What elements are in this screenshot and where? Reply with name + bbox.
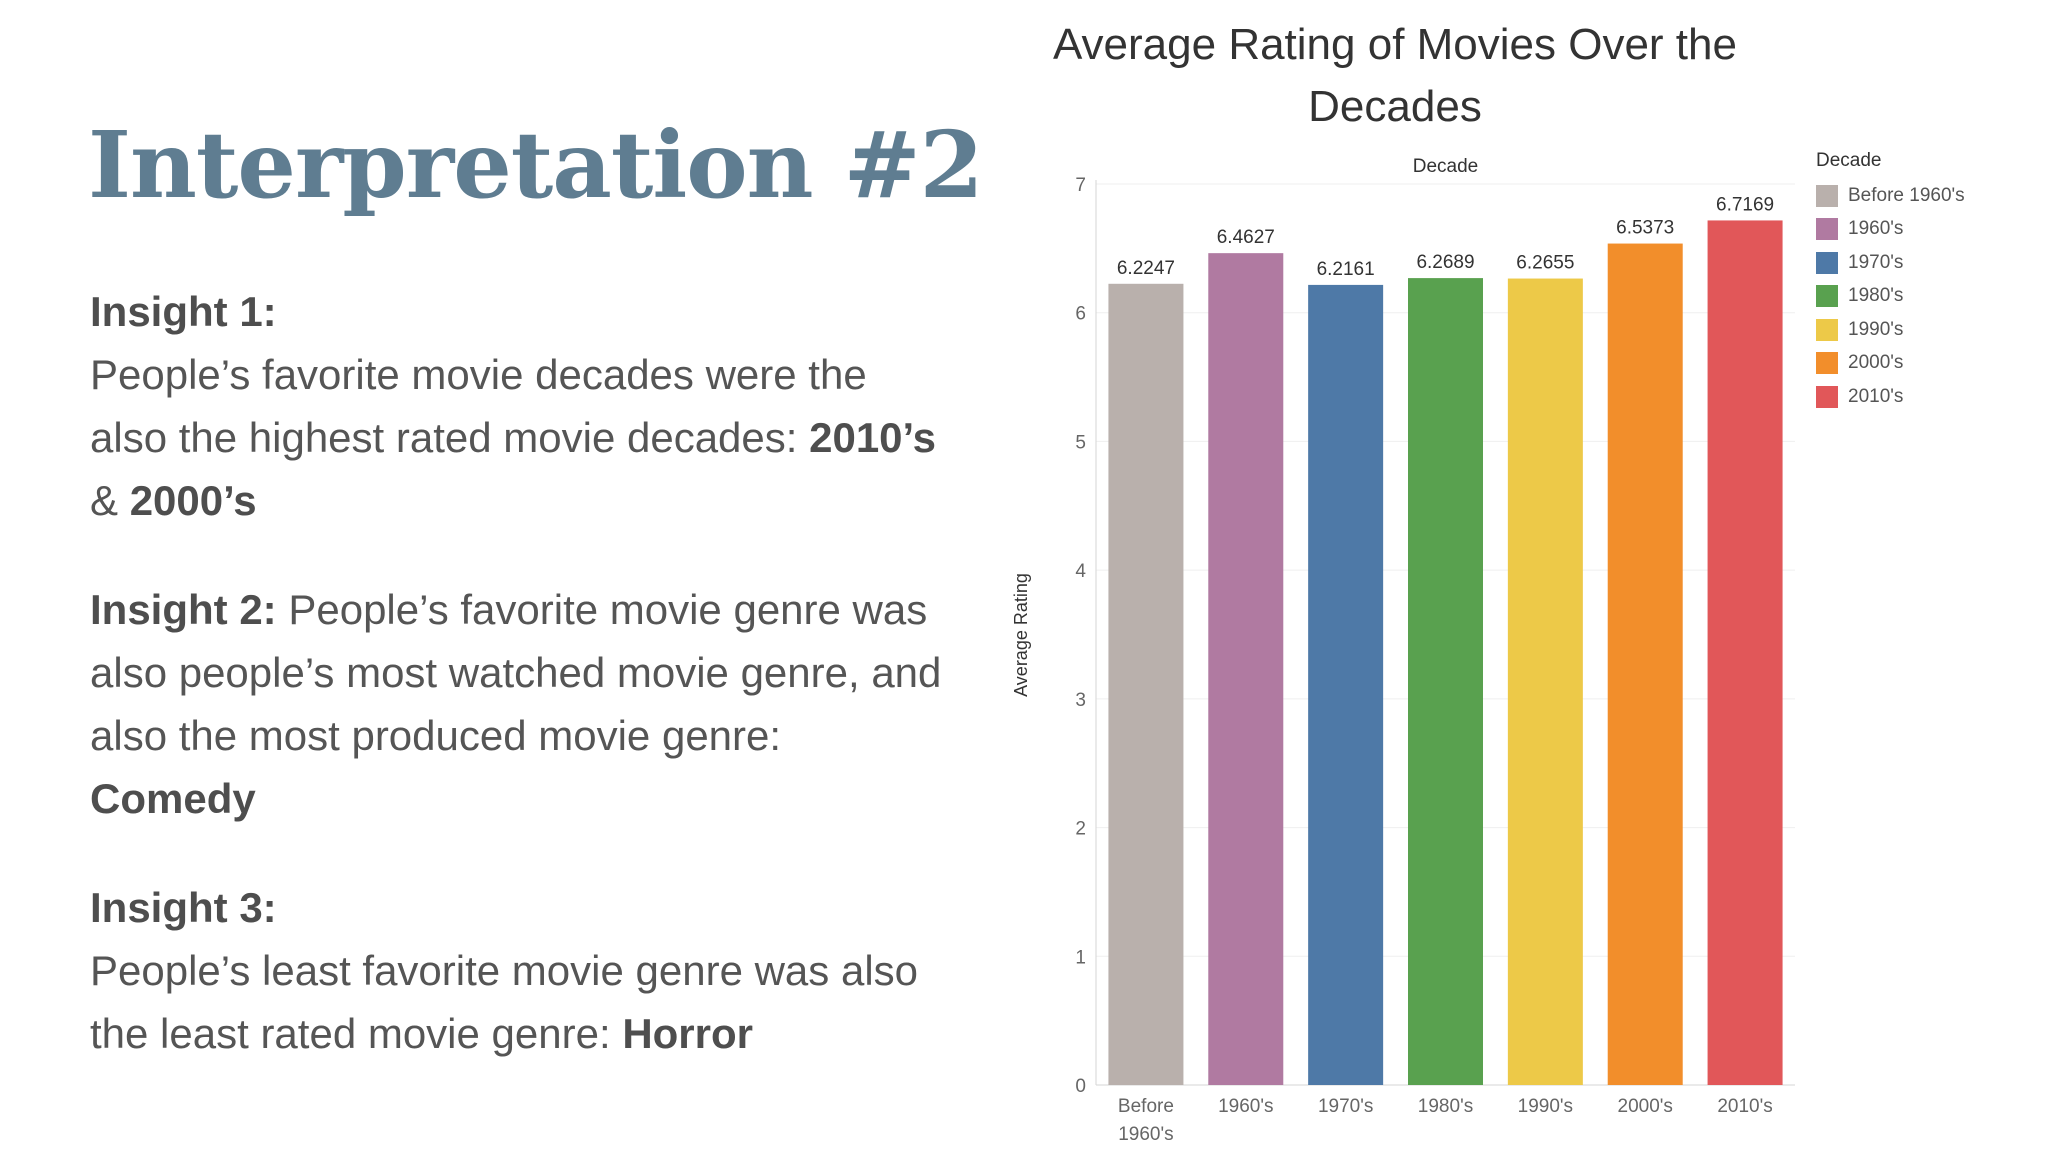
y-tick-label: 0: [1075, 1076, 1086, 1097]
y-tick-label: 3: [1075, 690, 1086, 711]
bar-4: [1408, 278, 1483, 1085]
bar-2: [1208, 253, 1284, 1085]
insight-2-highlight-comedy: Comedy: [90, 775, 256, 822]
insight-1-heading: Insight 1:: [90, 288, 277, 335]
legend-swatch: [1816, 385, 1838, 408]
legend-swatch: [1816, 184, 1838, 207]
insight-1-highlight-2000s: 2000’s: [129, 477, 257, 524]
legend-swatch: [1816, 251, 1838, 274]
legend-item: 2000's: [1816, 347, 2036, 381]
insight-1-separator: &: [90, 477, 130, 524]
bar-value-label: 6.2161: [1317, 259, 1375, 280]
bar-value-label: 6.7169: [1716, 194, 1774, 215]
bar-value-label: 6.2247: [1117, 258, 1175, 279]
y-tick-label: 5: [1075, 432, 1086, 453]
x-tick-label: 1980's: [1418, 1096, 1473, 1117]
legend-item: 1980's: [1816, 280, 2036, 314]
x-axis-header: Decade: [1413, 156, 1479, 177]
chart-panel: Average Rating of Movies Over the Decade…: [980, 0, 2048, 1152]
bar-value-label: 6.2655: [1516, 253, 1574, 274]
bar-5: [1507, 278, 1583, 1085]
x-tick-label: Before 1960's: [1118, 1096, 1174, 1145]
legend-swatch: [1816, 218, 1838, 241]
legend-label: 2010's: [1848, 385, 1904, 407]
insight-3-highlight-horror: Horror: [622, 1010, 753, 1057]
x-tick-label: 1960's: [1218, 1096, 1273, 1117]
insight-3: Insight 3: People’s least favorite movie …: [90, 876, 950, 1065]
insight-3-heading: Insight 3:: [90, 884, 277, 931]
y-tick-label: 2: [1075, 819, 1086, 840]
insights-list: Insight 1: People’s favorite movie decade…: [90, 280, 950, 1111]
bar-1: [1108, 283, 1184, 1085]
insight-3-text: People’s least favorite movie genre was …: [90, 947, 919, 1057]
legend-label: 1970's: [1848, 251, 1904, 273]
bar-3: [1308, 284, 1384, 1085]
legend-title: Decade: [1816, 150, 1882, 171]
y-axis-label: Average Rating: [1011, 573, 1031, 697]
bar-6: [1607, 243, 1683, 1086]
legend-label: Before 1960's: [1848, 184, 1965, 206]
legend-swatch: [1816, 285, 1838, 308]
legend-item: 2010's: [1816, 380, 2036, 414]
chart-legend: Decade Before 1960's 1960's 1970's 1980's 19…: [1816, 150, 2036, 414]
bar-value-label: 6.4627: [1217, 227, 1275, 248]
bar-value-label: 6.5373: [1616, 218, 1674, 239]
insight-1-highlight-2010s: 2010’s: [809, 414, 937, 461]
bar-7: [1707, 220, 1783, 1085]
legend-item: 1970's: [1816, 246, 2036, 280]
legend-swatch: [1816, 318, 1838, 341]
insight-1: Insight 1: People’s favorite movie decade…: [90, 280, 950, 532]
legend-items: Before 1960's 1960's 1970's 1980's 1990's 200…: [1816, 179, 2036, 414]
insight-2-heading: Insight 2:: [90, 586, 277, 633]
legend-swatch: [1816, 352, 1838, 375]
insight-2: Insight 2: People’s favorite movie genre…: [90, 578, 950, 830]
legend-label: 1960's: [1848, 218, 1904, 240]
insight-2-text: People’s favorite movie genre was also p…: [90, 586, 942, 759]
legend-item: Before 1960's: [1816, 179, 2036, 213]
bar-chart: 0 1 2 3 4 5 6 7 Decade Average Rating 6.2247 Before…: [1011, 156, 1795, 1145]
legend-item: 1960's: [1816, 213, 2036, 247]
insight-1-text: People’s favorite movie decades were the…: [90, 351, 867, 461]
legend-label: 1990's: [1848, 318, 1904, 340]
x-tick-label: 1970's: [1318, 1096, 1373, 1117]
y-tick-label: 1: [1075, 947, 1086, 968]
legend-label: 2000's: [1848, 352, 1904, 374]
slide-title: Interpretation #2: [88, 111, 984, 219]
y-tick-label: 6: [1075, 304, 1086, 325]
legend-item: 1990's: [1816, 313, 2036, 347]
chart-title: Average Rating of Movies Over the Decade…: [1053, 20, 1737, 131]
x-tick-label: 2010's: [1717, 1096, 1772, 1117]
y-tick-label: 7: [1075, 175, 1086, 196]
legend-label: 1980's: [1848, 285, 1904, 307]
y-tick-label: 4: [1075, 561, 1086, 582]
bar-value-label: 6.2689: [1416, 252, 1474, 273]
x-tick-label: 2000's: [1618, 1096, 1673, 1117]
x-tick-label: 1990's: [1518, 1096, 1573, 1117]
